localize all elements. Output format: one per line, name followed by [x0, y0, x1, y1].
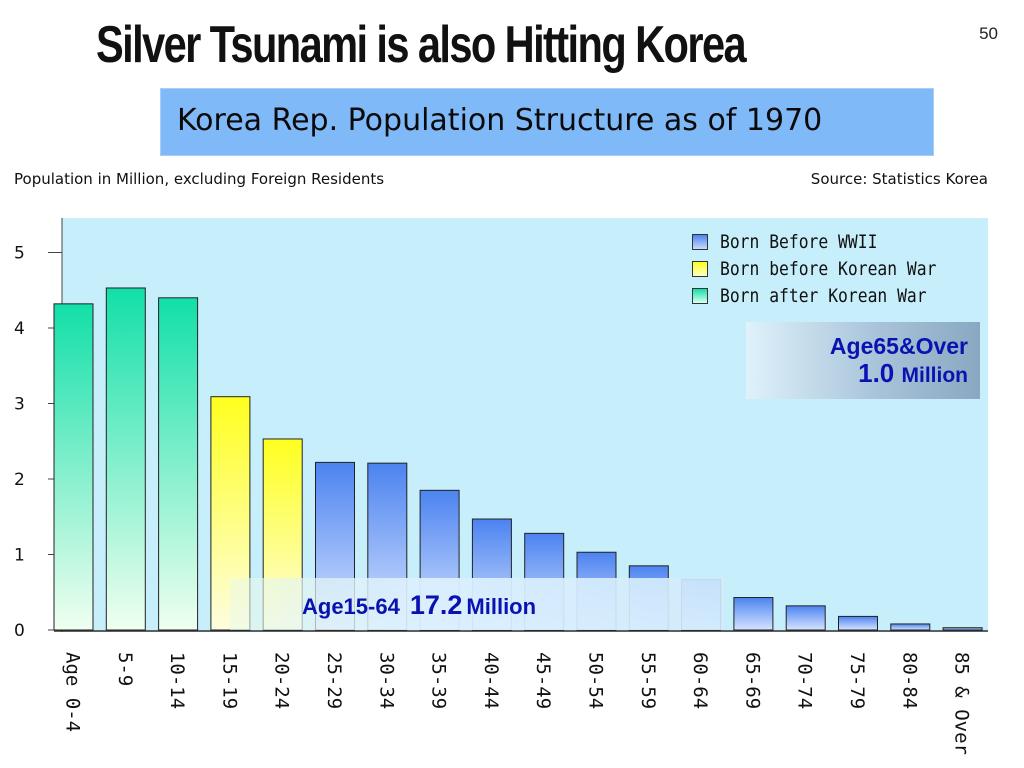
y-tick-label: 0 [14, 621, 25, 641]
legend-swatch-wwii [692, 233, 708, 250]
unit-note: Population in Million, excluding Foreign… [14, 170, 385, 188]
y-tick-label: 3 [14, 395, 25, 415]
x-tick-label: 45-49 [532, 652, 554, 709]
legend-label: Born Before WWII [720, 230, 878, 253]
callout-age65-unit: Million [901, 364, 969, 387]
chart-banner: Korea Rep. Population Structure as of 19… [160, 88, 934, 156]
x-tick-label: 15-19 [218, 652, 240, 709]
callout-age65-label: Age65&Over [829, 333, 968, 359]
x-tick-label: 60-64 [689, 652, 711, 709]
bar-14 [733, 597, 774, 631]
x-tick-label: 65-69 [741, 652, 763, 709]
x-axis-labels: Age 0-4 5-9 10-14 15-19 20-24 25-29 30-34 35-39… [62, 652, 973, 755]
x-tick-label: 20-24 [271, 652, 293, 709]
callout-age65-over: Age65&Over 1.0 Million [746, 322, 980, 399]
y-tick-label: 5 [14, 244, 25, 264]
bar-3 [158, 297, 199, 631]
bar-2 [105, 287, 146, 631]
callout-age1564-label: Age15-64 [302, 594, 400, 619]
y-tick-label: 1 [14, 546, 25, 566]
source-note: Source: Statistics Korea [810, 170, 988, 188]
legend-swatch-korean-war [692, 260, 708, 277]
callout-age15-64: Age15-64 17.2 Million [230, 578, 724, 630]
legend-label: Born before Korean War [720, 257, 937, 280]
x-tick-label: 85 & Over [951, 652, 973, 755]
bar-15 [785, 605, 826, 631]
legend-swatch-after-korean-war [692, 287, 708, 304]
bar-1 [53, 303, 94, 631]
chart-banner-text: Korea Rep. Population Structure as of 19… [177, 103, 823, 138]
y-tick-label: 4 [14, 319, 25, 339]
y-tick-label: 2 [14, 470, 25, 490]
legend-item-wwii: Born Before WWII [692, 228, 972, 255]
x-tick-label: 25-29 [323, 652, 345, 709]
slide-number: 50 [979, 24, 998, 43]
x-tick-label: Age 0-4 [62, 652, 84, 732]
x-tick-label: 70-74 [794, 652, 816, 709]
x-tick-label: 5-9 [114, 652, 136, 686]
x-tick-label: 40-44 [480, 652, 502, 709]
bar-16 [838, 615, 878, 631]
bar-18 [942, 627, 983, 631]
legend-item-korean-war: Born before Korean War [692, 255, 972, 282]
legend: Born Before WWII Born before Korean War … [692, 228, 972, 309]
legend-item-after-korean-war: Born after Korean War [692, 282, 972, 309]
y-axis: 0 1 2 3 4 5 [14, 218, 988, 641]
slide-title: Silver Tsunami is also Hitting Korea [96, 16, 747, 74]
callout-age65-value: 1.0 [858, 358, 895, 388]
x-tick-label: 50-54 [585, 652, 607, 709]
x-tick-label: 30-34 [375, 652, 397, 709]
x-tick-label: 10-14 [166, 652, 188, 709]
x-tick-label: 55-59 [637, 652, 659, 709]
x-tick-label: 35-39 [428, 652, 450, 709]
legend-label: Born after Korean War [720, 284, 927, 307]
bar-17 [890, 623, 931, 631]
callout-age1564-unit: Million [466, 594, 537, 619]
x-tick-label: 75-79 [846, 652, 868, 709]
callout-age1564-value: 17.2 [409, 590, 463, 620]
x-tick-label: 80-84 [898, 652, 920, 709]
